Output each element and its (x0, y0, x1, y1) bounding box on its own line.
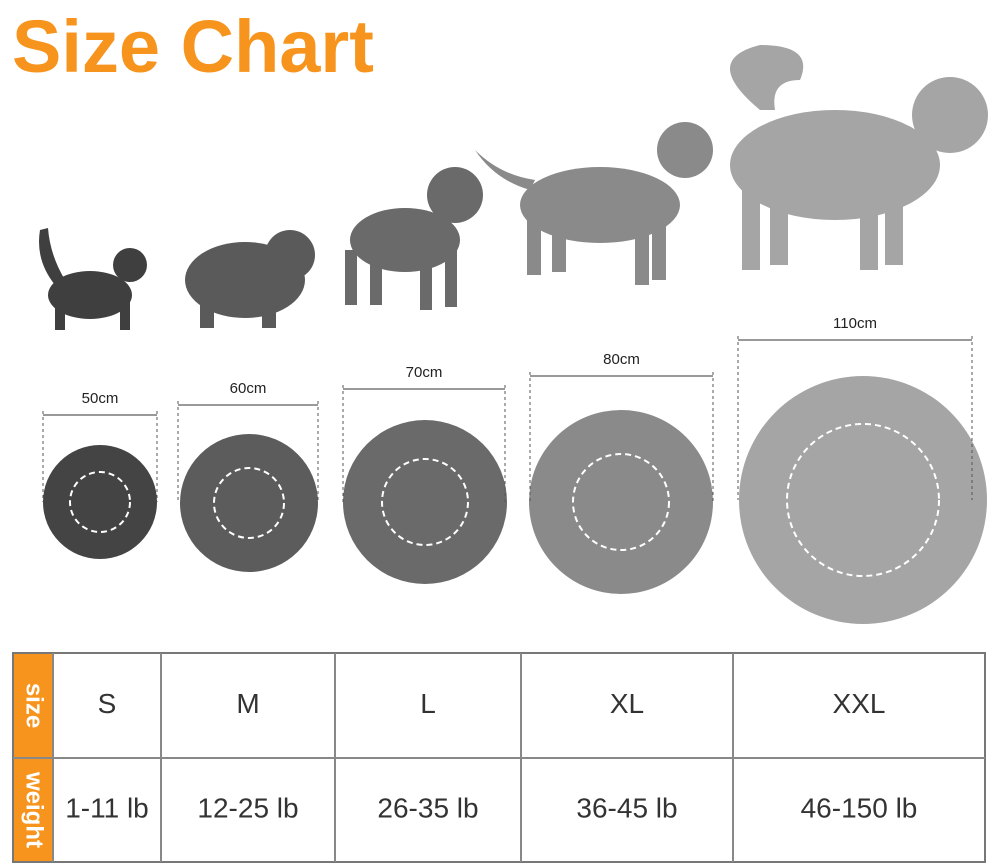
bed (739, 376, 987, 624)
extra-large-dog (730, 45, 988, 270)
bed (529, 410, 713, 594)
weight-cell: 1-11 lb (65, 792, 149, 823)
size-cell: XL (610, 688, 644, 719)
bed (180, 434, 318, 572)
bed-inner (786, 423, 940, 577)
cat (39, 228, 147, 330)
row-label: weight (21, 771, 48, 848)
diameter-label: 110cm (833, 315, 877, 332)
weight-cell: 36-45 lb (576, 792, 677, 823)
diameter-label: 50cm (82, 390, 119, 407)
diameter-label: 60cm (230, 380, 267, 397)
bed (43, 445, 157, 559)
weight-cell: 26-35 lb (377, 792, 478, 823)
size-cell: M (236, 688, 259, 719)
diameter-label: 80cm (603, 351, 640, 368)
bed-inner (572, 453, 670, 551)
size-table: size S M L XL XXL weight 1-11 lb 12-25 lb 26-35 l… (12, 652, 986, 863)
medium-dog (345, 167, 483, 310)
bed-inner (69, 471, 131, 533)
weight-cell: 46-150 lb (801, 792, 918, 823)
row-label: size (21, 683, 48, 728)
large-dog (475, 122, 713, 285)
weight-cell: 12-25 lb (197, 792, 298, 823)
size-cell: L (420, 688, 436, 719)
bed-inner (381, 458, 469, 546)
size-cell: S (98, 688, 117, 719)
bed-inner (213, 467, 285, 539)
diameter-label: 70cm (406, 364, 443, 381)
bed-diagrams: 50cm 60cm 70cm 80cm 110cm (42, 315, 987, 624)
pet-silhouettes (39, 45, 988, 330)
small-dog (185, 230, 315, 328)
title: Size Chart (12, 5, 374, 88)
bed (343, 420, 507, 584)
size-cell: XXL (833, 688, 886, 719)
